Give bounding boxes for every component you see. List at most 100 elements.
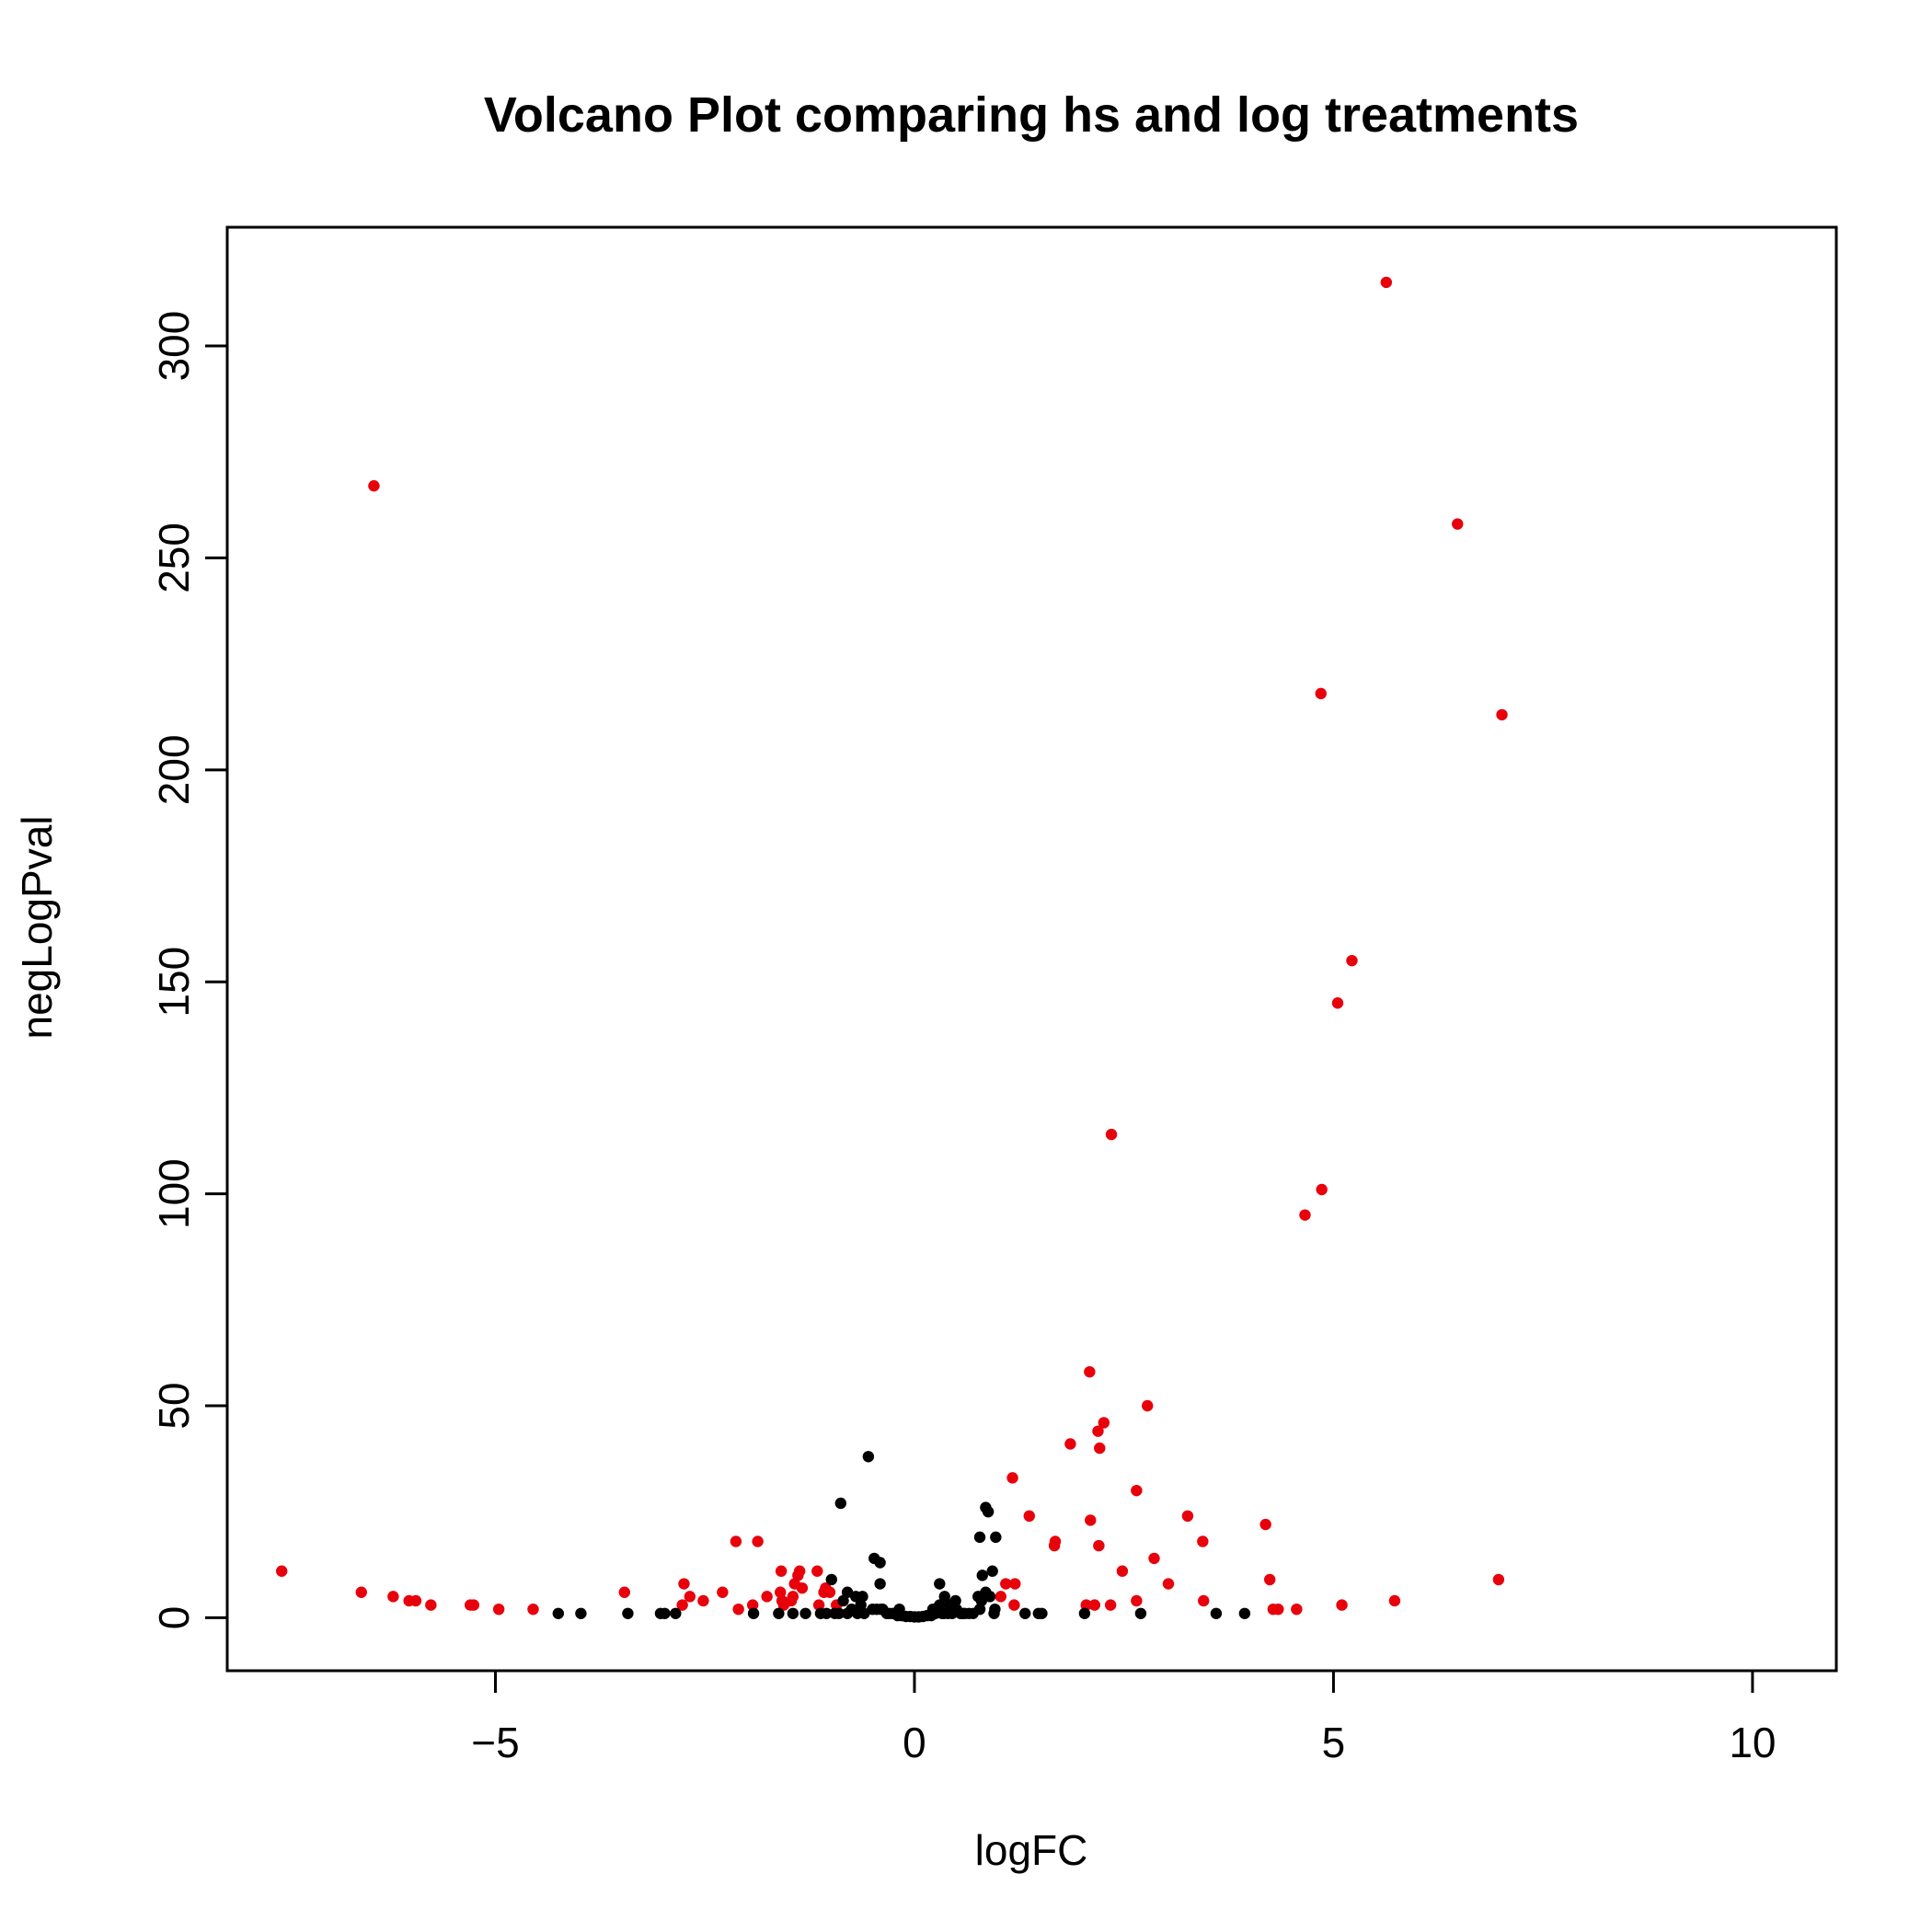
nonsignificant-point — [829, 1607, 841, 1619]
nonsignificant-point — [825, 1573, 837, 1586]
significant-point — [823, 1586, 836, 1598]
significant-point — [467, 1599, 480, 1611]
nonsignificant-point — [622, 1607, 634, 1619]
nonsignificant-point — [975, 1594, 988, 1607]
significant-points — [276, 276, 1508, 1616]
significant-point — [1093, 1539, 1105, 1552]
nonsignificant-point — [957, 1607, 970, 1619]
x-axis-label: logFC — [975, 1826, 1088, 1874]
x-tick-label: −5 — [471, 1719, 519, 1766]
nonsignificant-point — [934, 1578, 946, 1590]
significant-point — [276, 1565, 288, 1577]
significant-point — [1299, 1209, 1311, 1221]
significant-point — [1084, 1365, 1096, 1378]
significant-point — [1148, 1552, 1160, 1565]
significant-point — [1105, 1128, 1118, 1141]
significant-point — [995, 1591, 1006, 1603]
significant-point — [1085, 1514, 1097, 1526]
nonsignificant-point — [1019, 1607, 1031, 1619]
significant-point — [777, 1599, 790, 1611]
y-axis-label: negLogPval — [13, 816, 61, 1040]
significant-point — [811, 1565, 823, 1577]
nonsignificant-point — [1134, 1607, 1147, 1619]
nonsignificant-point — [747, 1607, 760, 1619]
y-tick-label: 0 — [150, 1606, 198, 1630]
significant-point — [1131, 1484, 1143, 1497]
nonsignificant-point — [936, 1607, 949, 1619]
significant-point — [1291, 1603, 1303, 1616]
nonsignificant-point — [841, 1607, 854, 1619]
significant-point — [812, 1599, 825, 1611]
nonsignificant-point — [980, 1586, 992, 1598]
y-tick-label: 100 — [150, 1158, 198, 1229]
y-tick-label: 250 — [150, 523, 198, 593]
nonsignificant-point — [967, 1607, 979, 1619]
nonsignificant-point — [982, 1506, 995, 1518]
significant-point — [717, 1586, 729, 1598]
significant-point — [1264, 1573, 1276, 1586]
significant-point — [1092, 1425, 1104, 1437]
significant-point — [761, 1591, 773, 1603]
significant-point — [1492, 1573, 1505, 1586]
y-tick-label: 200 — [150, 734, 198, 805]
nonsignificant-point — [973, 1531, 986, 1544]
y-tick-label: 150 — [150, 947, 198, 1018]
nonsignificant-point — [851, 1607, 864, 1619]
nonsignificant-point — [874, 1578, 886, 1590]
significant-point — [1000, 1578, 1012, 1590]
significant-point — [1380, 276, 1393, 289]
significant-point — [1131, 1594, 1143, 1607]
significant-point — [1452, 518, 1464, 530]
nonsignificant-point — [814, 1607, 827, 1619]
nonsignificant-point — [938, 1591, 950, 1603]
nonsignificant-point — [552, 1607, 565, 1619]
nonsignificant-point — [988, 1607, 1000, 1619]
significant-point — [618, 1586, 630, 1598]
significant-point — [1346, 954, 1358, 967]
nonsignificant-point — [670, 1607, 682, 1619]
nonsignificant-point — [1036, 1607, 1048, 1619]
nonsignificant-point — [926, 1603, 939, 1616]
significant-point — [732, 1603, 744, 1616]
nonsignificant-point — [946, 1603, 959, 1616]
significant-point — [684, 1591, 696, 1603]
significant-point — [1094, 1442, 1106, 1455]
significant-point — [1496, 708, 1508, 721]
significant-point — [1272, 1603, 1284, 1616]
significant-point — [1336, 1599, 1348, 1611]
significant-point — [1048, 1539, 1061, 1552]
significant-point — [678, 1578, 690, 1590]
significant-point — [1009, 1578, 1021, 1590]
significant-point — [1023, 1510, 1035, 1523]
significant-point — [409, 1594, 422, 1607]
nonsignificant-point — [874, 1557, 886, 1569]
significant-point — [1316, 1183, 1328, 1196]
data-points — [276, 276, 1508, 1623]
nonsignificant-point — [654, 1607, 667, 1619]
nonsignificant-point — [1238, 1607, 1251, 1619]
nonsignificant-point — [1078, 1607, 1091, 1619]
significant-point — [775, 1586, 787, 1598]
significant-point — [355, 1586, 367, 1598]
significant-point — [1064, 1438, 1076, 1450]
significant-point — [746, 1599, 759, 1611]
plot-frame — [225, 225, 1838, 1673]
nonsignificant-point — [834, 1497, 847, 1510]
nonsignificant-point — [1210, 1607, 1223, 1619]
significant-point — [752, 1535, 764, 1547]
significant-point — [775, 1565, 788, 1577]
x-tick-label: 0 — [903, 1719, 926, 1766]
x-axis: −5 0 5 10 — [471, 1669, 1776, 1766]
x-tick-label: 10 — [1729, 1719, 1776, 1766]
significant-point — [425, 1599, 437, 1611]
significant-point — [1104, 1599, 1117, 1611]
significant-point — [527, 1603, 539, 1616]
nonsignificant-point — [575, 1607, 587, 1619]
significant-point — [1142, 1399, 1154, 1412]
significant-point — [793, 1565, 806, 1577]
significant-point — [1259, 1518, 1271, 1531]
nonsignificant-point — [857, 1591, 868, 1603]
significant-point — [676, 1599, 688, 1611]
x-tick-label: 5 — [1322, 1719, 1346, 1766]
significant-point — [1088, 1599, 1101, 1611]
